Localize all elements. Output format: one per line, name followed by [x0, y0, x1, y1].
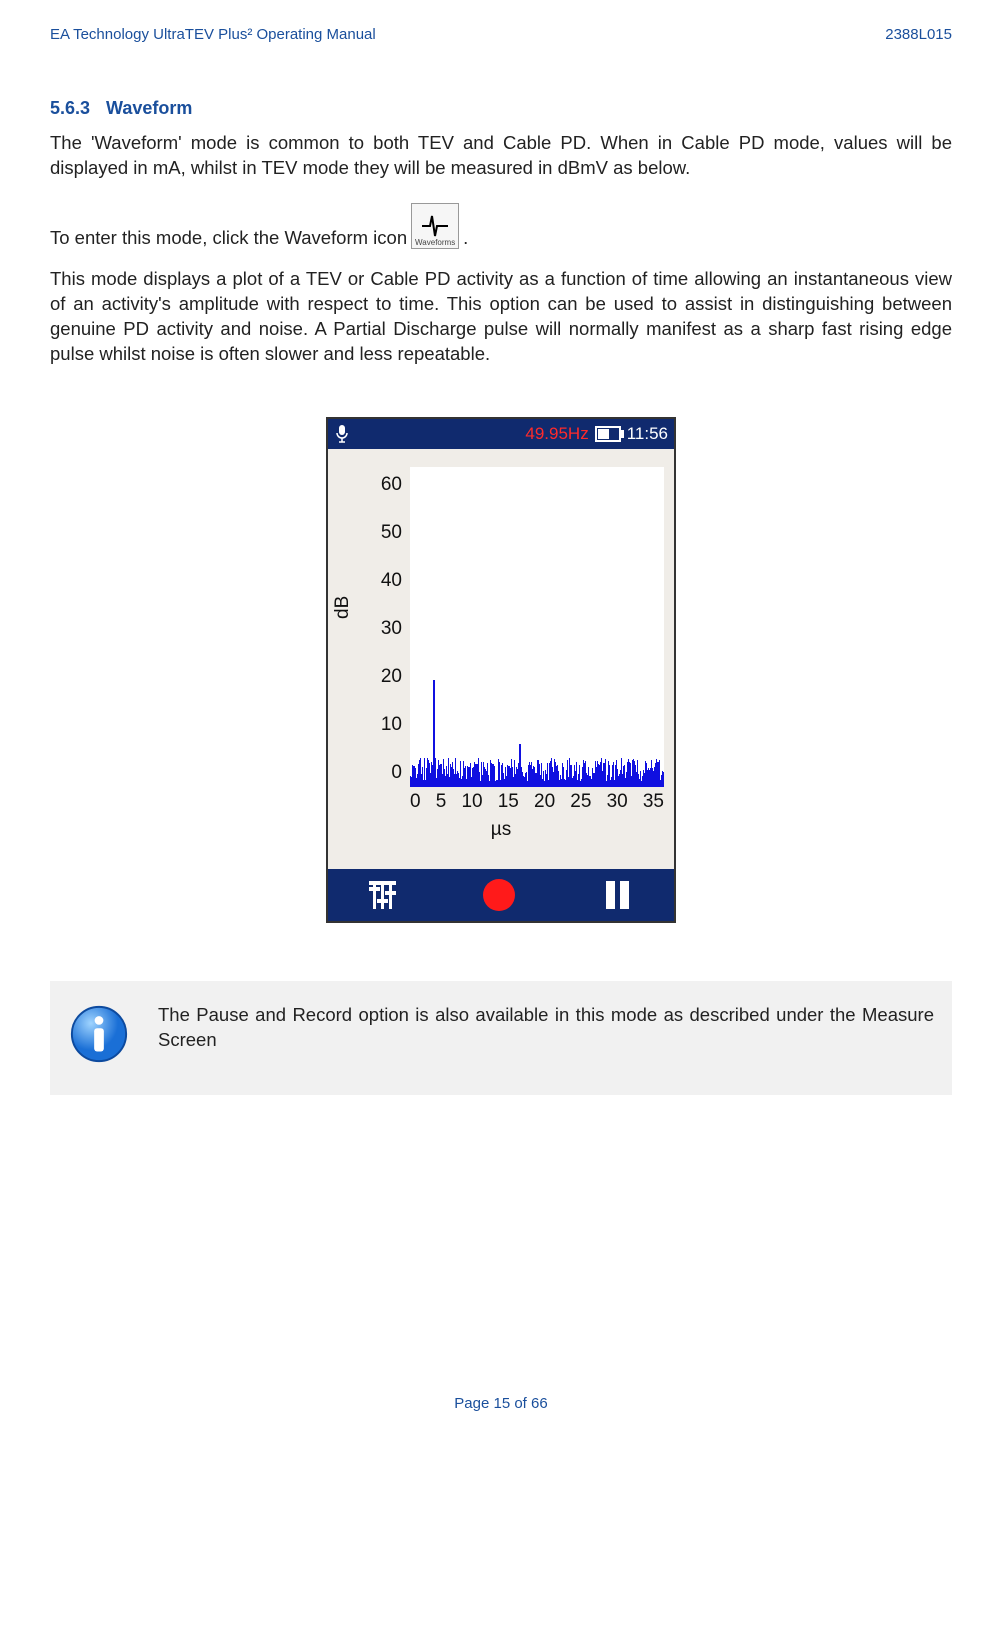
x-axis-label: µs: [328, 819, 674, 841]
info-icon: [68, 1003, 130, 1065]
mic-icon: [334, 424, 350, 444]
page-header: EA Technology UltraTEV Plus² Operating M…: [50, 26, 952, 43]
info-text: The Pause and Record option is also avai…: [158, 1003, 934, 1053]
section-number: 5.6.3: [50, 98, 90, 119]
device-screenshot: 49.95Hz 11:56 dB 6050403020100 051015202…: [326, 417, 676, 923]
section-title: Waveform: [106, 98, 192, 119]
y-axis-ticks: 6050403020100: [374, 461, 402, 797]
paragraph-3: This mode displays a plot of a TEV or Ca…: [50, 267, 952, 367]
settings-icon[interactable]: [373, 881, 392, 909]
x-axis-ticks: 05101520253035: [410, 791, 664, 813]
plot-area: [410, 467, 664, 787]
battery-icon: [595, 426, 621, 442]
device-topbar: 49.95Hz 11:56: [328, 419, 674, 449]
info-callout: The Pause and Record option is also avai…: [50, 981, 952, 1095]
paragraph-2-post: .: [463, 227, 468, 249]
clock-label: 11:56: [627, 424, 668, 444]
waveform-plot: dB 6050403020100 05101520253035 µs: [328, 449, 674, 869]
paragraph-2: To enter this mode, click the Waveform i…: [50, 203, 952, 249]
paragraph-2-pre: To enter this mode, click the Waveform i…: [50, 227, 407, 249]
header-right: 2388L015: [885, 26, 952, 43]
page-footer: Page 15 of 66: [50, 1395, 952, 1412]
device-bottombar: [328, 869, 674, 921]
record-button[interactable]: [483, 879, 515, 911]
y-axis-label: dB: [332, 596, 354, 619]
section-heading: 5.6.3 Waveform: [50, 98, 952, 119]
waveform-icon: Waveforms: [411, 203, 459, 249]
pause-button[interactable]: [606, 881, 629, 909]
frequency-label: 49.95Hz: [525, 424, 588, 444]
waveform-icon-label: Waveforms: [415, 238, 455, 247]
header-left: EA Technology UltraTEV Plus² Operating M…: [50, 26, 376, 43]
paragraph-1: The 'Waveform' mode is common to both TE…: [50, 131, 952, 181]
